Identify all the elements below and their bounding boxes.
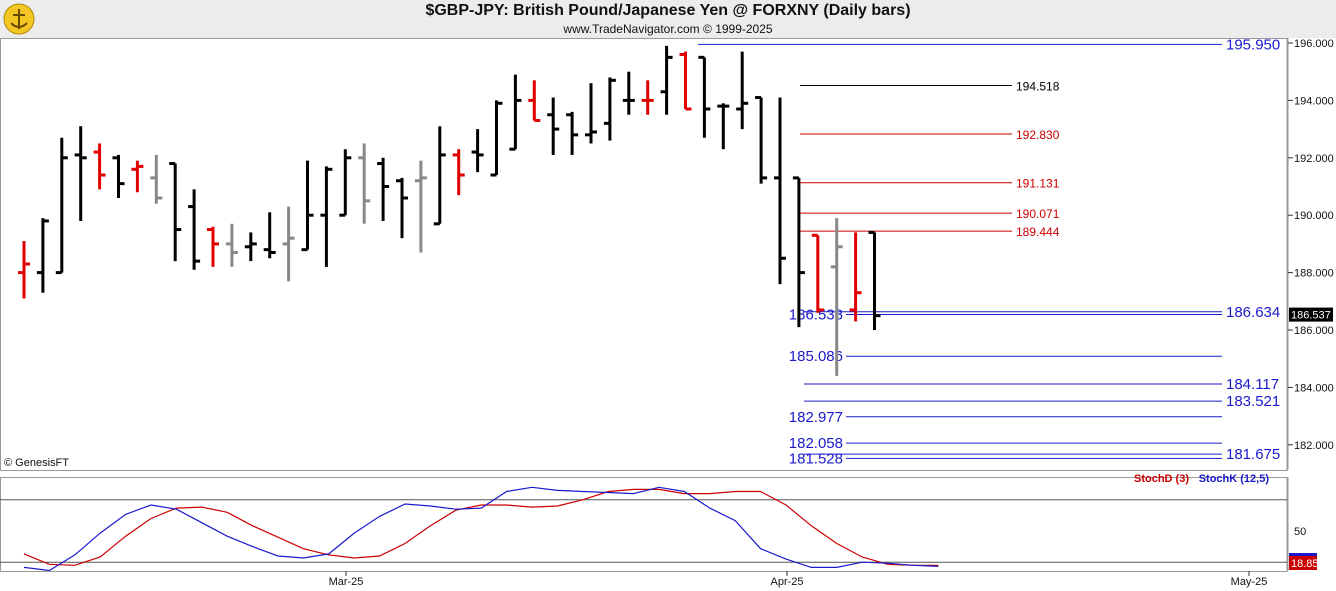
legend-stochk: StochK (12,5): [1199, 473, 1270, 485]
price-tick-label: 192.000: [1294, 153, 1334, 165]
level-label: 181.528: [789, 450, 843, 467]
copyright-label: © GenesisFT: [4, 457, 69, 469]
level-label: 181.675: [1226, 446, 1280, 463]
level-label: 191.131: [1016, 177, 1060, 191]
level-label: 186.634: [1226, 304, 1280, 321]
stochd-line: [23, 488, 939, 566]
legend-stochd: StochD (3): [1134, 473, 1189, 485]
stochastic-current-value: 18.85: [1291, 558, 1319, 570]
x-tick-label: Apr-25: [770, 576, 803, 588]
last-price-box: [1289, 307, 1333, 322]
price-tick-label: 190.000: [1294, 210, 1334, 222]
price-tick-label: 188.000: [1294, 268, 1334, 280]
level-label: 186.538: [789, 307, 843, 324]
stochd-current-box: [1289, 556, 1317, 570]
stochastic-frame: [0, 477, 1288, 572]
price-tick-label: 186.000: [1294, 325, 1334, 337]
chart-title: $GBP-JPY: British Pound/Japanese Yen @ F…: [425, 2, 911, 19]
level-label: 194.518: [1016, 80, 1060, 94]
price-tick-label: 196.000: [1294, 38, 1334, 50]
last-price-label: 186.537: [1291, 310, 1331, 322]
stochastic-panel: 50 StochD (3) StochK (12,5) 18.85 Mar-25 Apr-…: [0, 473, 1319, 588]
x-tick-label: Mar-25: [329, 576, 364, 588]
price-tick-label: 182.000: [1294, 440, 1334, 452]
level-label: 195.950: [1226, 36, 1280, 53]
level-label: 184.117: [1226, 376, 1279, 393]
price-tick-label: 184.000: [1294, 382, 1334, 394]
price-tick-label: 194.000: [1294, 95, 1334, 107]
level-label: 182.977: [789, 409, 843, 426]
stochastic-tick-label: 50: [1294, 526, 1306, 538]
level-label: 189.444: [1016, 225, 1060, 239]
chart-subtitle: www.TradeNavigator.com © 1999-2025: [563, 22, 773, 36]
level-label: 182.058: [789, 435, 843, 452]
x-tick-label: May-25: [1231, 576, 1268, 588]
price-panel: 196.000 194.000 192.000 190.000 188.000 186.0…: [0, 36, 1334, 471]
price-panel-frame: [0, 38, 1288, 471]
trade-navigator-logo-icon: [3, 3, 35, 35]
level-label: 192.830: [1016, 128, 1060, 142]
level-label: 185.086: [789, 348, 843, 365]
level-label: 190.071: [1016, 207, 1060, 221]
level-label: 183.521: [1226, 393, 1280, 410]
stochk-line: [23, 486, 939, 572]
chart-header: $GBP-JPY: British Pound/Japanese Yen @ F…: [0, 0, 1336, 38]
